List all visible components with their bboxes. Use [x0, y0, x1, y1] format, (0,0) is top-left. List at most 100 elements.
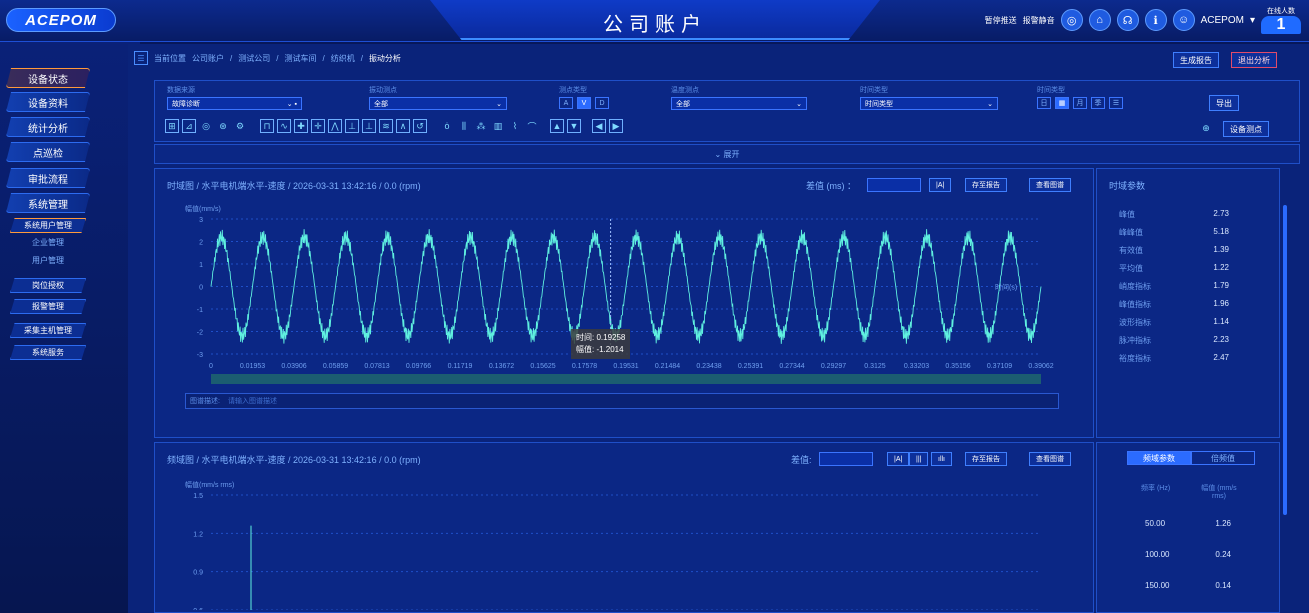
probe-icon[interactable]: ȯ — [444, 121, 450, 131]
cursor-icon[interactable]: |A| — [929, 178, 952, 192]
y-tick-label: 3 — [199, 217, 203, 224]
calendar-month-icon[interactable]: 月 — [1073, 97, 1087, 109]
alarm-mute-link[interactable]: 报警静音 — [1022, 15, 1055, 25]
device-points-button[interactable]: 设备测点 — [1223, 121, 1269, 137]
time-type-select[interactable]: 时间类型 ⌄ — [860, 97, 998, 110]
peak-icon[interactable]: ⋀ — [328, 119, 342, 133]
calendar-day-icon[interactable]: 日 — [1037, 97, 1051, 109]
sidebar-sub-alarm[interactable]: 报警管理 — [10, 299, 86, 314]
harmonic-cursor-icon[interactable]: ||| — [909, 452, 929, 466]
envelope-icon[interactable]: ∧ — [396, 119, 410, 133]
cursor-icon[interactable]: |A| — [887, 452, 910, 466]
sidebar-sub-users[interactable]: 用户管理 — [32, 255, 64, 265]
param-name: 峰值 — [1119, 210, 1135, 219]
time-param-row: 脉冲指标 2.23 — [1119, 335, 1229, 346]
scatter-icon[interactable]: ⁂ — [476, 120, 486, 131]
waterfall-icon[interactable]: ≋ — [379, 119, 393, 133]
add-circle-icon[interactable]: ⊕ — [1202, 122, 1210, 133]
calendar-week-icon[interactable]: ▦ — [1055, 97, 1069, 109]
param-value: 2.73 — [1213, 209, 1229, 218]
filter-panel: 数据来源 故障诊断 ⌄ ▪ 振动测点 全部 ⌄ 测点类型 A V D 温度测点 全部… — [154, 80, 1300, 142]
generate-report-button[interactable]: 生成报告 — [1173, 52, 1219, 68]
time-param-row: 峰峰值 5.18 — [1119, 227, 1229, 238]
arrow-right-icon[interactable]: ▶ — [609, 119, 623, 133]
source-select[interactable]: 故障诊断 ⌄ ▪ — [167, 97, 302, 110]
machine-icon[interactable]: ⊞ — [165, 119, 179, 133]
filter-icon[interactable]: ⫼ — [461, 120, 467, 131]
sidebar-item-device-data[interactable]: 设备资料 — [6, 92, 90, 112]
calendar-quarter-icon[interactable]: 季 — [1091, 97, 1105, 109]
exit-analysis-button[interactable]: 退出分析 — [1231, 52, 1277, 68]
expand-toggle[interactable]: ⌄ 展开 — [154, 144, 1300, 164]
param-name: 有效值 — [1119, 246, 1143, 255]
breadcrumb-item[interactable]: 公司账户 — [192, 53, 224, 63]
bars2-icon[interactable]: ⊥ — [362, 119, 376, 133]
tab-freq-params[interactable]: 频域参数 — [1127, 451, 1191, 465]
arrow-left-icon[interactable]: ◀ — [592, 119, 606, 133]
ring-icon[interactable]: ⊛ — [219, 120, 227, 131]
home-icon[interactable]: ⌂ — [1088, 9, 1111, 31]
scrollbar[interactable] — [1283, 205, 1287, 515]
description-input[interactable]: 请输入图谱描述 — [227, 398, 277, 405]
freq-diff-input[interactable] — [819, 452, 873, 466]
pulse-icon[interactable]: ⌇ — [512, 120, 518, 131]
breadcrumb-item[interactable]: 测试车间 — [284, 53, 317, 63]
waveform-icon[interactable]: ⊓ — [260, 119, 274, 133]
type-chip-a[interactable]: A — [559, 97, 573, 109]
view-spectrum-button[interactable]: 查看图谱 — [1029, 178, 1071, 192]
sidebar-item-approval[interactable]: 审批流程 — [6, 168, 90, 188]
orbit-icon[interactable]: ◎ — [202, 120, 210, 131]
spectrum-description: 图谱描述: 请输入图谱描述 — [185, 393, 1059, 409]
info-icon[interactable]: ℹ — [1144, 9, 1167, 31]
sidebar-sub-post[interactable]: 岗位授权 — [10, 278, 86, 293]
breadcrumb-item[interactable]: 测试公司 — [238, 53, 271, 63]
trend-icon[interactable]: ⊿ — [182, 119, 196, 133]
sidebar-item-system[interactable]: 系统管理 — [6, 193, 90, 213]
save-to-report-button[interactable]: 存至报告 — [965, 452, 1007, 466]
chevron-down-icon[interactable]: ▾ — [1249, 14, 1255, 26]
vib-point-select[interactable]: 全部 ⌄ — [369, 97, 507, 110]
sideband-cursor-icon[interactable]: ıllı — [931, 452, 952, 466]
x-tick-label: 0.13672 — [489, 363, 514, 370]
temp-point-select[interactable]: 全部 ⌄ — [671, 97, 807, 110]
curve-icon[interactable]: ⌒ — [527, 121, 537, 132]
freq-domain-chart[interactable]: 幅值(mm/s rms) 1.5 1.2 0.9 0.6 — [161, 475, 1091, 610]
cross2-icon[interactable]: ✛ — [311, 119, 325, 133]
type-chip-v[interactable]: V — [577, 97, 591, 109]
cross-icon[interactable]: ✚ — [294, 119, 308, 133]
param-value: 1.22 — [1213, 263, 1229, 272]
time-param-row: 峭度指标 1.79 — [1119, 281, 1229, 292]
sound-icon[interactable]: ◎ — [1060, 9, 1083, 31]
sidebar-sub-enterprise[interactable]: 企业管理 — [32, 237, 64, 247]
sidebar-sub-user-management[interactable]: 系统用户管理 — [10, 218, 86, 233]
sidebar-item-statistics[interactable]: 统计分析 — [6, 117, 90, 137]
user-name[interactable]: ACEPOM — [1200, 14, 1244, 26]
tab-harmonics[interactable]: 倍频值 — [1191, 451, 1255, 465]
histogram-icon[interactable]: ▥ — [493, 120, 503, 131]
spectrum-icon[interactable]: ∿ — [277, 119, 291, 133]
sidebar-sub-collector[interactable]: 采集主机管理 — [10, 323, 86, 338]
diff-input[interactable] — [867, 178, 921, 192]
gear-icon[interactable]: ⚙ — [235, 120, 245, 131]
type-chip-d[interactable]: D — [595, 97, 609, 109]
loop-icon[interactable]: ↺ — [413, 119, 427, 133]
arrow-down-icon[interactable]: ▼ — [567, 119, 581, 133]
param-value: 2.47 — [1213, 353, 1229, 362]
time-domain-chart[interactable]: 幅值(mm/s) 3 2 1 0 -1 -2 -3 0 0.01953 0.03906 0.05859… — [161, 199, 1091, 399]
avatar-icon[interactable]: ☺ — [1172, 9, 1195, 31]
export-button[interactable]: 导出 — [1209, 95, 1239, 111]
sidebar-sub-service[interactable]: 系统服务 — [10, 345, 86, 360]
pause-push-link[interactable]: 暂停推送 — [984, 15, 1017, 25]
bars-icon[interactable]: ⊥ — [345, 119, 359, 133]
alarm-icon[interactable]: ☊ — [1116, 9, 1139, 31]
sidebar-item-device-status[interactable]: 设备状态 — [6, 68, 90, 88]
sidebar-item-inspection[interactable]: 点巡检 — [6, 142, 90, 162]
save-to-report-button[interactable]: 存至报告 — [965, 178, 1007, 192]
point-type-chips: A V D — [559, 97, 609, 109]
arrow-up-icon[interactable]: ▲ — [550, 119, 564, 133]
breadcrumb-item[interactable]: 纺织机 — [330, 53, 355, 63]
calendar-year-icon[interactable]: ☰ — [1109, 97, 1123, 109]
menu-toggle-icon[interactable]: ☰ — [134, 51, 148, 65]
y-tick-label: 0.9 — [193, 570, 203, 577]
view-spectrum-button[interactable]: 查看图谱 — [1029, 452, 1071, 466]
